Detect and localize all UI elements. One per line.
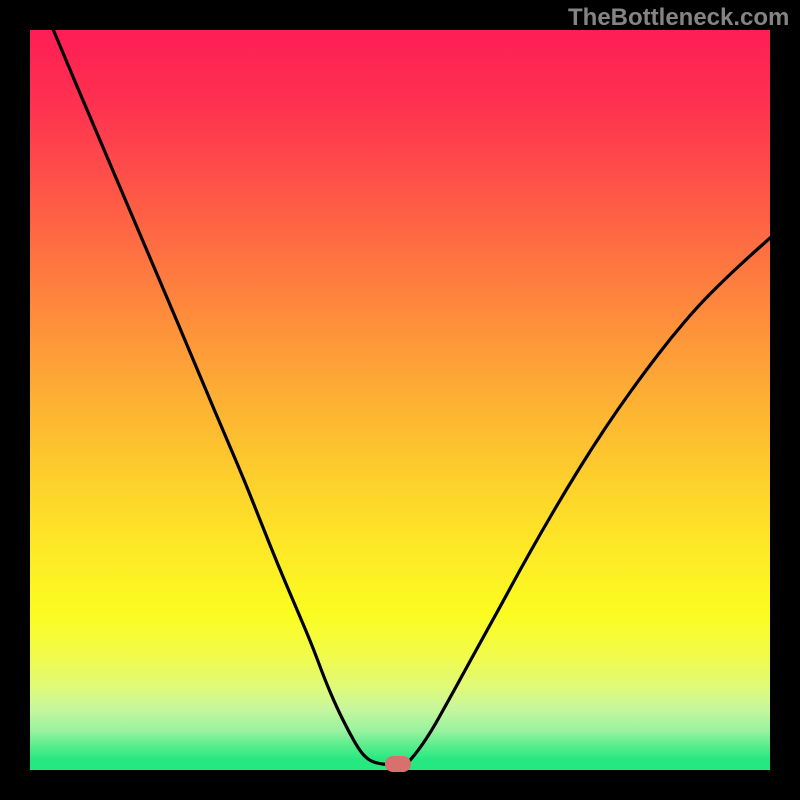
bottleneck-curve bbox=[0, 0, 800, 800]
optimum-marker bbox=[385, 756, 411, 772]
